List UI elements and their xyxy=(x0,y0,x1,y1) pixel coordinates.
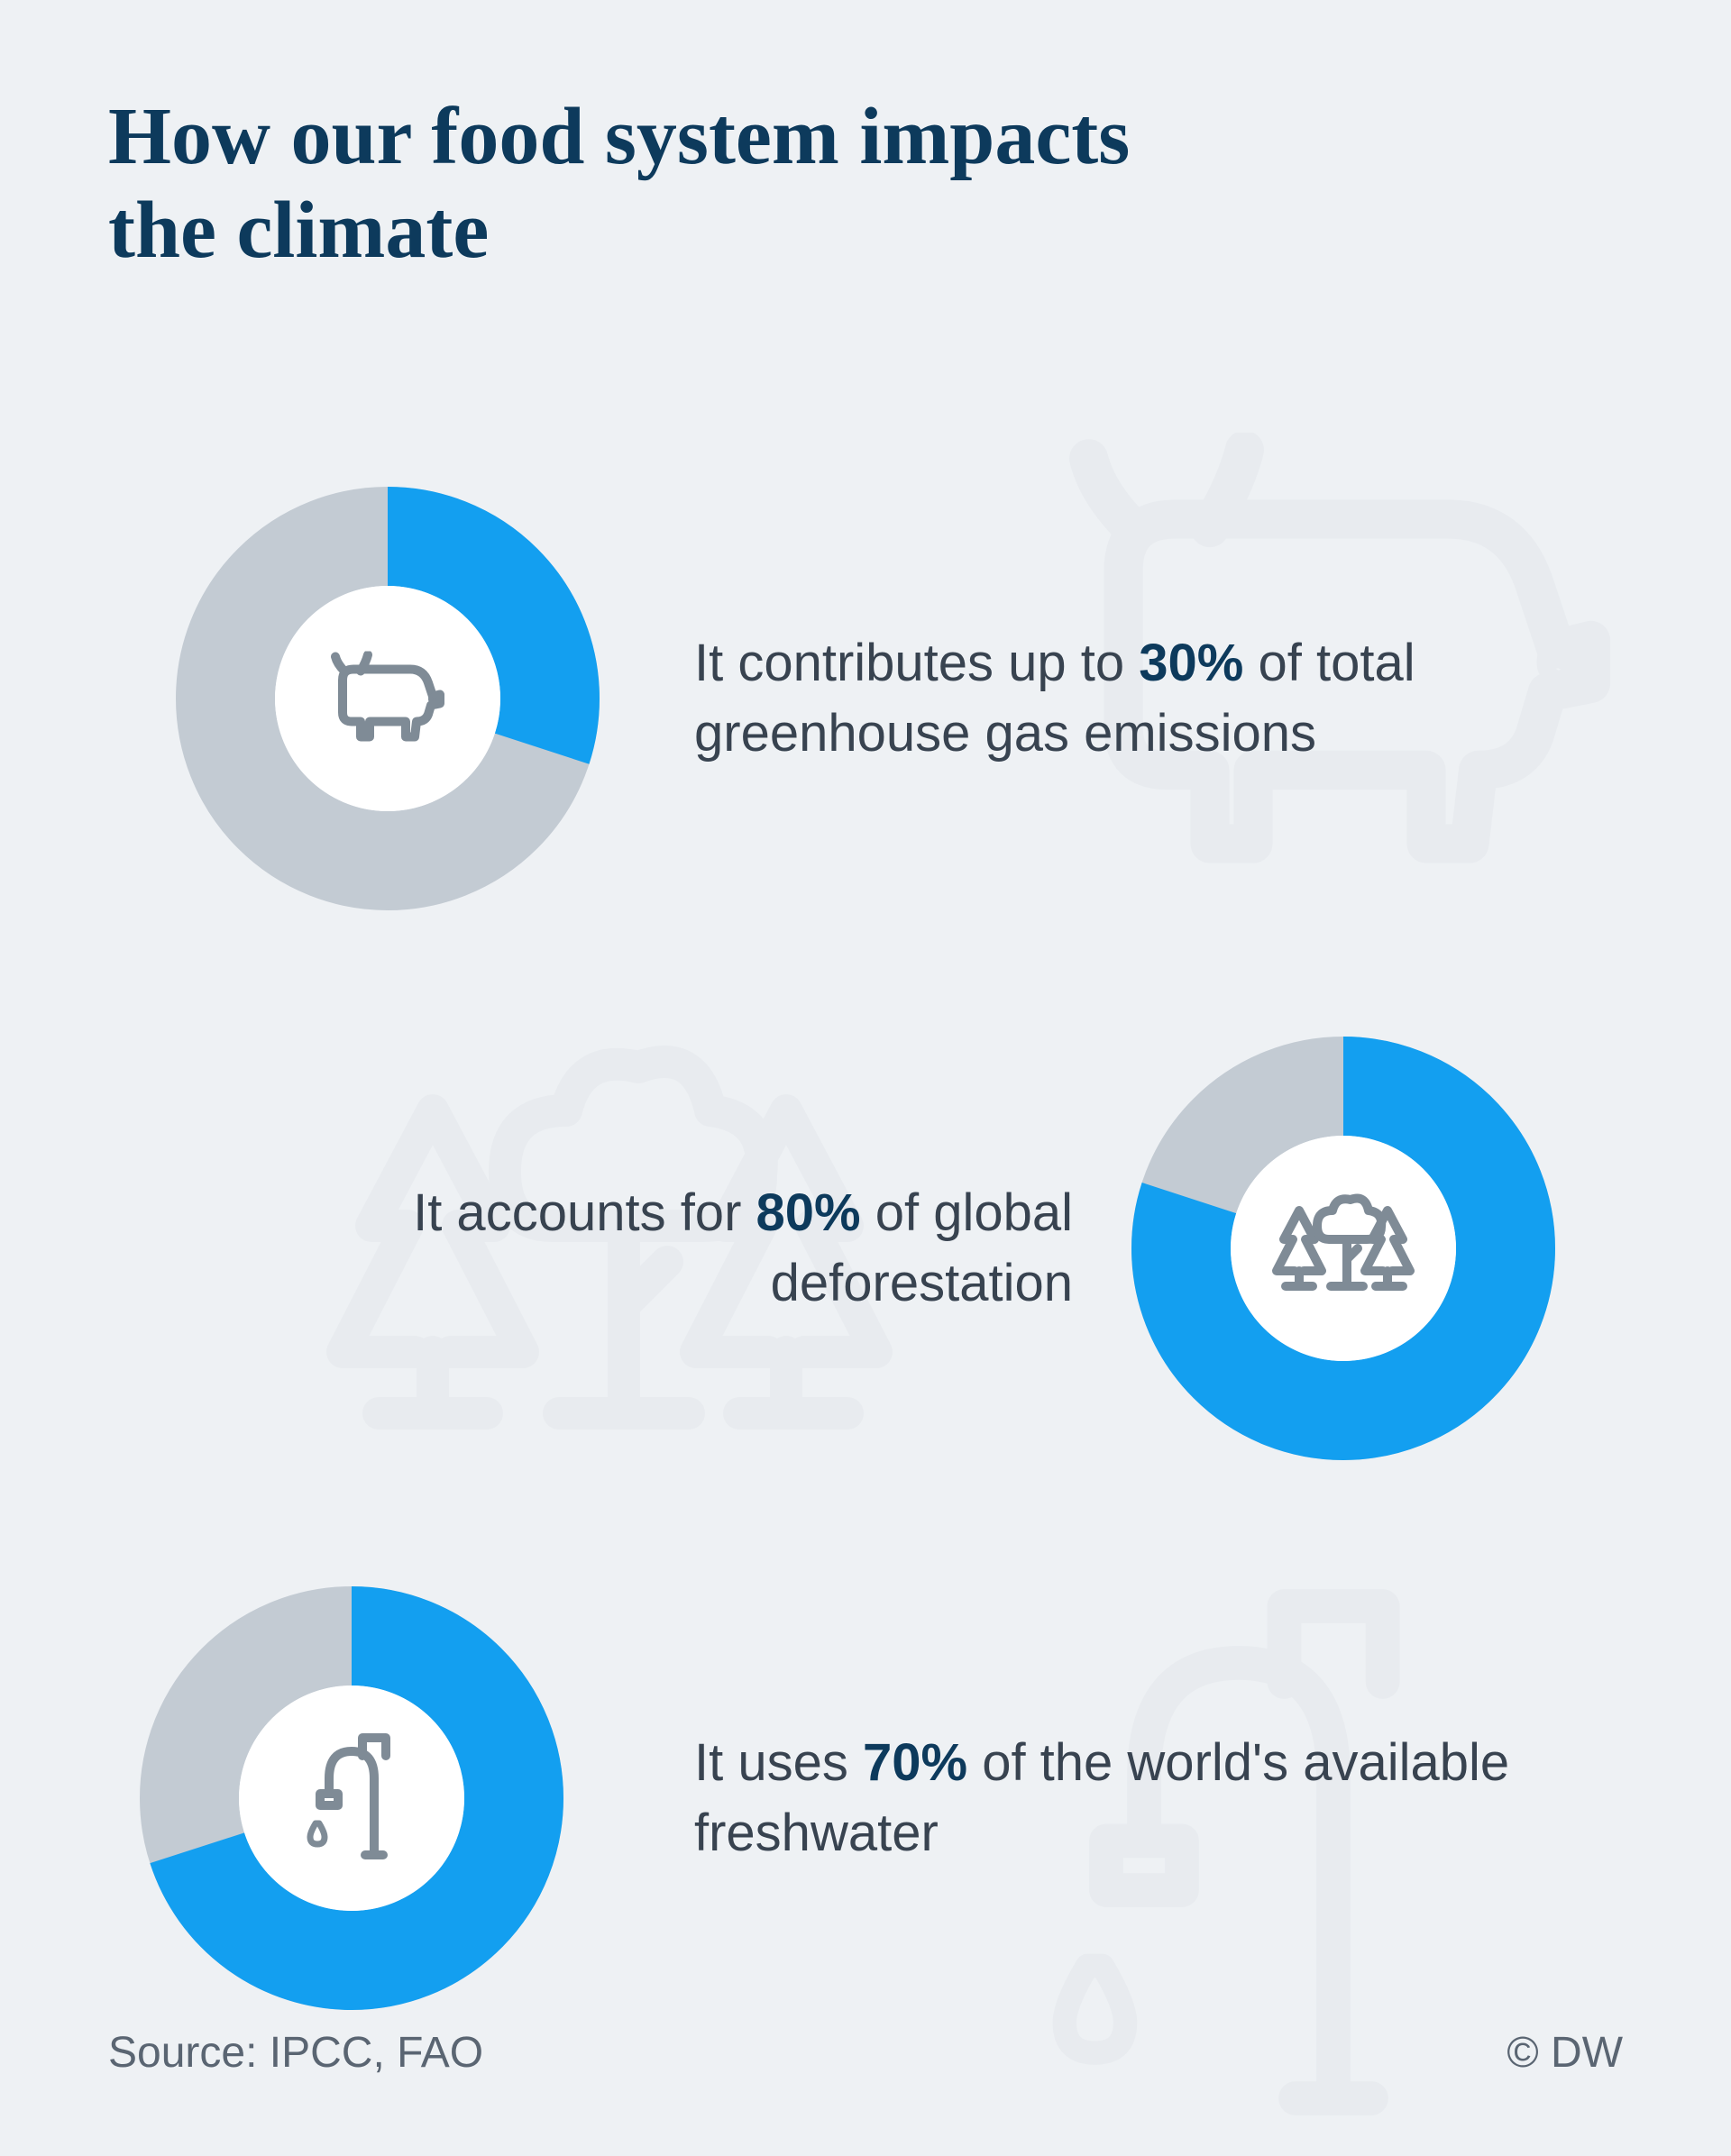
page-title: How our food system impacts the climate xyxy=(108,90,1130,277)
stat-prefix: It accounts for xyxy=(413,1183,756,1242)
stat-prefix: It contributes up to xyxy=(694,634,1139,692)
title-line-1: How our food system impacts xyxy=(108,92,1130,181)
trees-icon xyxy=(1268,1185,1419,1311)
stat-percent-bold: 80% xyxy=(756,1183,861,1242)
stat-row-deforestation: It accounts for 80% of global deforestat… xyxy=(0,1037,1731,1460)
tap-icon xyxy=(288,1729,415,1868)
stat-text-freshwater: It uses 70% of the world's available fre… xyxy=(694,1728,1596,1869)
stat-percent-bold: 70% xyxy=(863,1733,967,1792)
stat-text-deforestation: It accounts for 80% of global deforestat… xyxy=(180,1178,1073,1320)
stat-text-ghg: It contributes up to 30% of total greenh… xyxy=(694,628,1596,770)
stat-prefix: It uses xyxy=(694,1733,863,1792)
cow-icon xyxy=(325,652,451,746)
stat-percent-bold: 30% xyxy=(1139,634,1243,692)
donut-chart-ghg xyxy=(176,487,600,910)
stat-row-ghg: It contributes up to 30% of total greenh… xyxy=(0,487,1731,910)
title-line-2: the climate xyxy=(108,186,489,275)
donut-chart-deforestation xyxy=(1131,1037,1555,1460)
donut-chart-freshwater xyxy=(140,1586,563,2010)
stat-row-freshwater: It uses 70% of the world's available fre… xyxy=(0,1586,1731,2010)
source-label: Source: IPCC, FAO xyxy=(108,2028,483,2078)
credit-label: © DW xyxy=(1507,2028,1623,2078)
